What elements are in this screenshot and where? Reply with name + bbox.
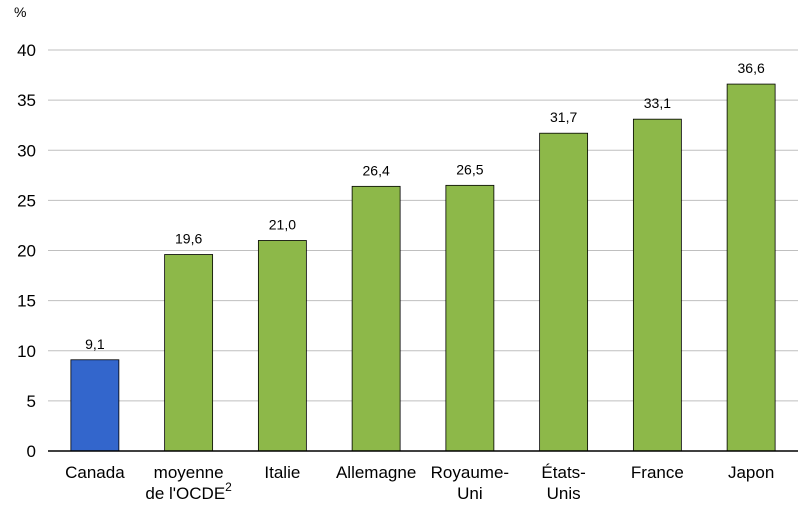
category-text-line: Canada (65, 463, 125, 482)
y-axis-ticks: 0 5 10 15 20 25 30 35 40 (17, 41, 36, 461)
data-label: 26,5 (456, 161, 483, 177)
bar (539, 132, 589, 452)
category-text-line: Uni (457, 484, 483, 503)
bar (726, 83, 776, 452)
category-text-line: Japon (728, 463, 774, 482)
bar (70, 359, 120, 452)
bars (70, 83, 776, 452)
category-text-line: Unis (547, 484, 581, 503)
x-category-label: Japon (728, 463, 774, 482)
bar (351, 185, 401, 452)
x-category-label: Royaume- Uni (431, 463, 509, 503)
y-tick-label: 35 (17, 91, 36, 110)
y-tick-label: 5 (27, 392, 36, 411)
y-axis-unit-label: % (14, 4, 26, 20)
category-text-line: moyenne (154, 463, 224, 482)
y-tick-label: 40 (17, 41, 36, 60)
y-tick-label: 30 (17, 141, 36, 160)
footnote-superscript: 2 (225, 480, 232, 494)
category-text-line: Allemagne (336, 463, 416, 482)
data-label: 36,6 (738, 60, 765, 76)
y-tick-label: 0 (27, 442, 36, 461)
x-category-label: États- Unis (541, 463, 585, 503)
bar (445, 184, 495, 452)
category-text-line: de l'OCDE2 (145, 480, 232, 503)
y-tick-label: 25 (17, 191, 36, 210)
data-label: 19,6 (175, 231, 202, 247)
x-category-label: France (631, 463, 684, 482)
data-label: 26,4 (363, 162, 390, 178)
y-tick-label: 15 (17, 292, 36, 311)
gridlines (48, 49, 798, 402)
y-tick-label: 10 (17, 342, 36, 361)
y-tick-label: 20 (17, 242, 36, 261)
data-label: 31,7 (550, 109, 577, 125)
category-text-line: Italie (264, 463, 300, 482)
category-text-line: France (631, 463, 684, 482)
bar (164, 254, 214, 452)
data-label: 9,1 (85, 336, 105, 352)
data-label: 21,0 (269, 216, 296, 232)
x-category-label: Italie (264, 463, 300, 482)
category-text-line: États- (541, 463, 585, 482)
category-text-line: Royaume- (431, 463, 509, 482)
data-labels: 9,1 19,6 21,0 26,4 26,5 31,7 33,1 36,6 (85, 60, 765, 352)
x-category-label: Allemagne (336, 463, 416, 482)
x-category-label: Canada (65, 463, 125, 482)
bar (257, 240, 307, 452)
bar (632, 118, 682, 452)
data-label: 33,1 (644, 95, 671, 111)
